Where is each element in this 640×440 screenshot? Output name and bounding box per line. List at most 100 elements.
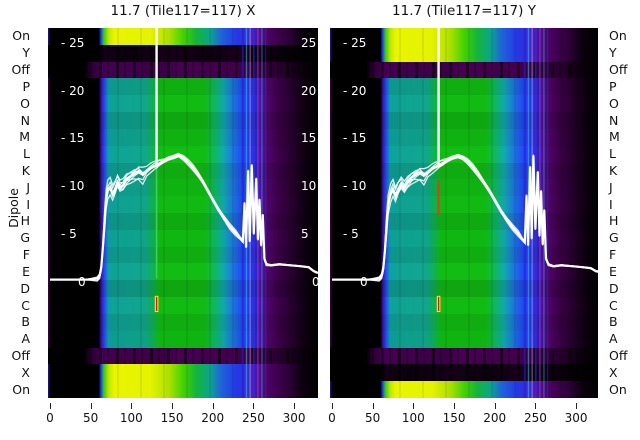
dipole-row-label: Off [609, 62, 628, 78]
x-axis-tick-label: 250 [523, 411, 547, 425]
dipole-row-label: Off [11, 347, 30, 363]
trace-bundle-line [331, 155, 598, 282]
heatmap-row-x-20 [330, 364, 598, 382]
panel-overlay-svg [331, 28, 598, 398]
dipole-row-label: P [609, 78, 617, 94]
trace-bundle-line [331, 154, 598, 281]
trace-bundle-line [332, 155, 598, 281]
dipole-row-label: C [21, 297, 30, 313]
heatmap-row-a-18 [48, 330, 318, 349]
dipole-row-label: B [609, 314, 618, 330]
dipole-row-label: E [609, 263, 617, 279]
trace-bundle-line [50, 152, 318, 281]
heatmap-row-n-5 [330, 112, 598, 130]
inner-value-label-right: 15 [301, 131, 317, 146]
heatmap-row-e-14 [330, 263, 598, 281]
heatmap-row-off-19 [330, 347, 598, 365]
heatmap-row-on-0 [48, 28, 318, 46]
heatmap-row-a-18 [330, 330, 598, 349]
inner-value-label-left: - 25 [61, 36, 85, 51]
x-axis-tick-label: 150 [442, 411, 466, 425]
inner-value-label-left: - 25 [343, 36, 367, 51]
x-axis-tick-label: 300 [564, 411, 588, 425]
inner-value-label-left: - 5 [61, 226, 77, 241]
x-axis-tick [454, 403, 456, 409]
x-axis-tick-label: 300 [282, 411, 306, 425]
heatmap-row-p-3 [330, 78, 598, 96]
dipole-row-label: K [21, 162, 30, 178]
heatmap-row-f-13 [330, 246, 598, 265]
dipole-row-label: E [22, 263, 30, 279]
heatmap-row-o-4 [330, 95, 598, 113]
heatmap-row-c-16 [48, 297, 318, 315]
trace-bundle-line [49, 156, 318, 282]
inner-zero-label-left: 0 [78, 274, 86, 289]
dipole-row-label: M [609, 129, 620, 145]
dipole-row-label: A [21, 331, 30, 347]
x-axis-tick [50, 403, 51, 409]
x-axis-tick [253, 403, 255, 409]
dipole-row-label: P [22, 78, 30, 94]
heatmap-row-off-2 [330, 61, 598, 80]
heatmap-row-off-2 [48, 61, 318, 80]
x-axis-tick-label: 250 [241, 411, 265, 425]
trace-bundle-line [49, 152, 318, 281]
dipole-row-label: O [609, 95, 619, 111]
x-axis-tick [372, 403, 374, 409]
heatmap-row-m-6 [330, 128, 598, 147]
x-axis-tick [413, 403, 415, 409]
dipole-row-label: X [21, 364, 30, 380]
main-trace-line [332, 154, 598, 281]
dipole-row-label: On [609, 381, 627, 397]
x-axis-tick-label: 0 [328, 411, 336, 425]
dipole-row-label: O [20, 95, 30, 111]
dipole-row-label: X [609, 364, 618, 380]
heatmap-row-f-13 [48, 246, 318, 265]
heatmap-row-p-3 [48, 78, 318, 96]
x-axis-tick [294, 403, 296, 409]
heatmap-row-n-5 [48, 112, 318, 130]
trace-bundle-line [49, 155, 318, 282]
heatmap-row-y-1 [48, 44, 318, 63]
inner-value-label-left: - 15 [61, 131, 85, 146]
heatmap-row-o-4 [48, 95, 318, 113]
heatmap-row-l-7 [48, 145, 318, 164]
x-axis-tick [212, 403, 214, 409]
dipole-row-label: On [12, 28, 30, 44]
dipole-row-label: M [19, 129, 30, 145]
dipole-row-label: Y [609, 45, 617, 61]
inner-value-label-left: - 15 [343, 131, 367, 146]
dipole-row-label: H [609, 213, 619, 229]
panel-title-y: 11.7 (Tile117=117) Y [392, 3, 536, 19]
dipole-row-label: L [23, 146, 30, 162]
x-axis-tick [172, 403, 174, 409]
dipole-row-label: C [609, 297, 618, 313]
panel-overlay-svg [49, 28, 318, 398]
trace-bundle-line [331, 154, 598, 281]
inner-value-label-right: 25 [301, 36, 317, 51]
heatmap-row-c-16 [330, 297, 598, 315]
inner-zero-label-right: 0 [312, 274, 318, 289]
x-axis-tick-label: 0 [46, 411, 54, 425]
dipole-row-label: J [26, 179, 30, 195]
x-axis-tick [535, 403, 537, 409]
dipole-row-label: F [609, 247, 617, 263]
heatmap-row-m-6 [48, 128, 318, 147]
x-axis-tick-label: 50 [365, 411, 381, 425]
dipole-row-label: K [609, 162, 618, 178]
inner-value-label-left: - 20 [61, 83, 85, 98]
inner-value-label-right: 10 [301, 179, 317, 194]
inner-value-label-right: 5 [301, 226, 309, 241]
heatmap-row-e-14 [48, 263, 318, 281]
heatmap-row-b-17 [330, 313, 598, 332]
dipole-row-label: I [609, 196, 613, 212]
inner-zero-label-left: 0 [360, 274, 368, 289]
heatmap-row-b-17 [48, 313, 318, 332]
panel-title-x: 11.7 (Tile117=117) X [110, 3, 256, 19]
dipole-row-label: Y [22, 45, 30, 61]
heatmap-row-on-0 [330, 28, 598, 46]
dipole-row-label: G [20, 230, 30, 246]
inner-value-label-left: - 20 [343, 83, 367, 98]
x-axis-tick-label: 150 [160, 411, 184, 425]
